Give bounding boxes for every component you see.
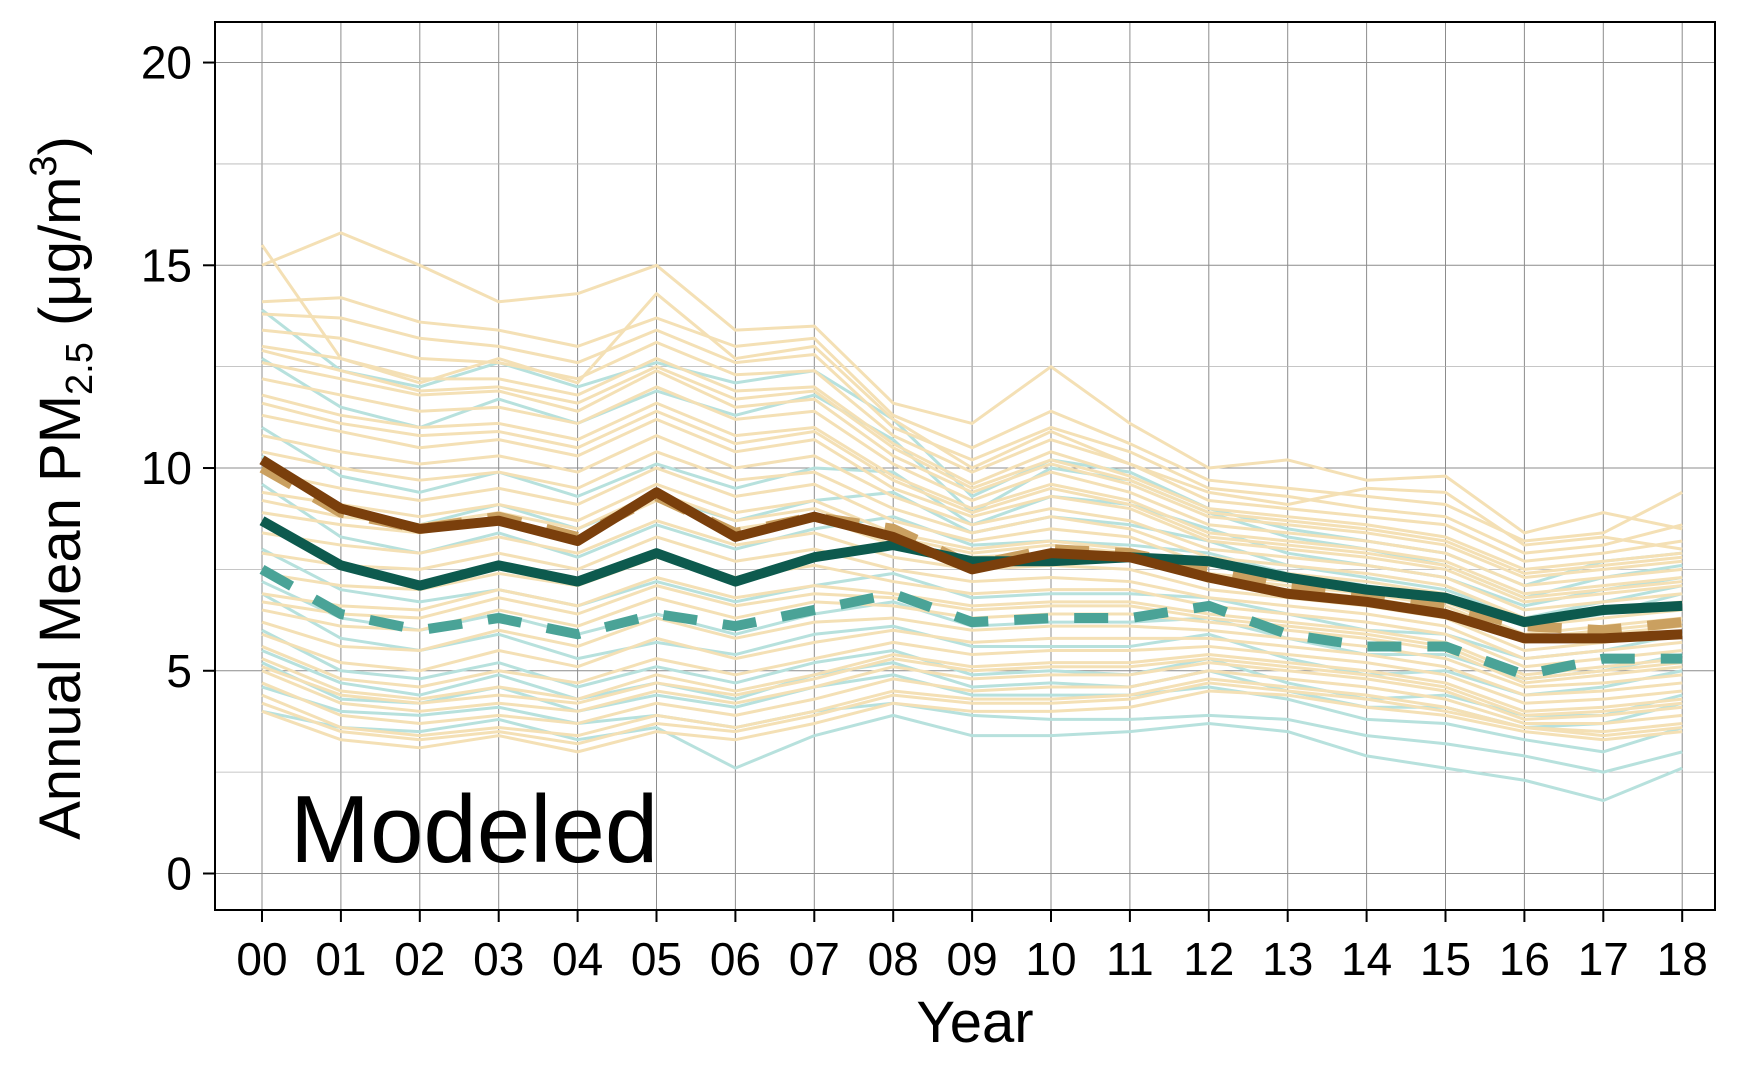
series-line-dark-brown [259, 455, 1683, 644]
series-line-tan [261, 657, 1683, 717]
series-line-tan [261, 393, 1683, 596]
y-tick-label: 15 [141, 239, 192, 291]
series-line-tan [261, 653, 1683, 713]
x-tick-label: 08 [868, 933, 919, 985]
series-line-teal [261, 592, 1683, 697]
x-axis-title: Year [916, 990, 1033, 1055]
x-tick-label: 13 [1262, 933, 1313, 985]
series-line-tan [261, 681, 1683, 746]
series-line-tan [261, 377, 1683, 588]
plot-frame [214, 21, 1716, 911]
y-tick-label: 5 [166, 645, 192, 697]
x-tick-label: 17 [1578, 933, 1629, 985]
y-tick-label: 20 [141, 37, 192, 89]
series-line-tan [261, 555, 1683, 669]
series-line-tan [261, 348, 1683, 575]
x-tick-label: 00 [236, 933, 287, 985]
series-line-tan [261, 450, 1683, 620]
x-tick-label: 10 [1025, 933, 1076, 985]
series-line-tan [261, 661, 1683, 721]
x-tick-label: 01 [315, 933, 366, 985]
highlight-series-group [259, 455, 1683, 680]
y-tick-label: 10 [141, 442, 192, 494]
series-line-tan [260, 244, 1683, 551]
x-tick-label: 15 [1420, 933, 1471, 985]
series-line-tan [261, 344, 1683, 571]
series-line-tan [261, 640, 1683, 705]
series-line-tan [261, 401, 1683, 600]
series-line-dark-teal [259, 516, 1683, 628]
series-line-teal [261, 628, 1683, 717]
series-line-teal-dashed [259, 565, 1683, 680]
series-line-tan [261, 413, 1683, 604]
series-line-tan [261, 231, 1683, 535]
x-tick-label: 12 [1183, 933, 1234, 985]
series-line-teal [261, 685, 1683, 774]
series-line-tan [261, 669, 1683, 725]
series-line-tan [261, 296, 1683, 543]
series-line-tan [261, 689, 1683, 754]
series-line-tan [261, 535, 1683, 661]
series-line-tan [261, 361, 1683, 580]
y-axis-title-unit-close: ) [28, 136, 93, 155]
series-line-teal [261, 709, 1683, 803]
x-tick-label: 14 [1341, 933, 1392, 985]
series-line-tan [261, 616, 1683, 689]
series-line-tan [261, 328, 1683, 563]
series-line-tan [261, 434, 1683, 612]
x-tick-label: 06 [710, 933, 761, 985]
y-axis-title: Annual Mean PM2.5 (μg/m3) [23, 136, 101, 840]
x-tick-label: 04 [552, 933, 603, 985]
x-tick-label: 02 [394, 933, 445, 985]
series-line-tan [261, 628, 1683, 697]
x-tick-label: 03 [473, 933, 524, 985]
x-tick-label: 18 [1657, 933, 1708, 985]
x-tick-label: 05 [631, 933, 682, 985]
y-axis-title-subscript: 2.5 [59, 342, 101, 395]
x-tick-label: 11 [1106, 933, 1154, 985]
series-line-tan [261, 312, 1683, 555]
x-tick-label: 07 [789, 933, 840, 985]
y-axis-title-unit-open: (μg/m [28, 177, 93, 343]
y-tick-labels: 0 5 10 15 20 [141, 37, 192, 900]
x-tick-labels: 00 01 02 03 04 05 06 07 08 09 10 11 12 13 14 15 16 17 18 [236, 933, 1707, 985]
x-tick-label: 09 [947, 933, 998, 985]
y-axis-title-superscript: 3 [23, 155, 65, 176]
x-tick-label: 16 [1499, 933, 1550, 985]
panel-annotation: Modeled [290, 776, 658, 883]
series-line-tan [261, 677, 1683, 738]
y-tick-label: 0 [166, 848, 192, 900]
y-axis-title-main: Annual Mean PM [28, 395, 93, 840]
axis-ticks [203, 61, 1684, 922]
